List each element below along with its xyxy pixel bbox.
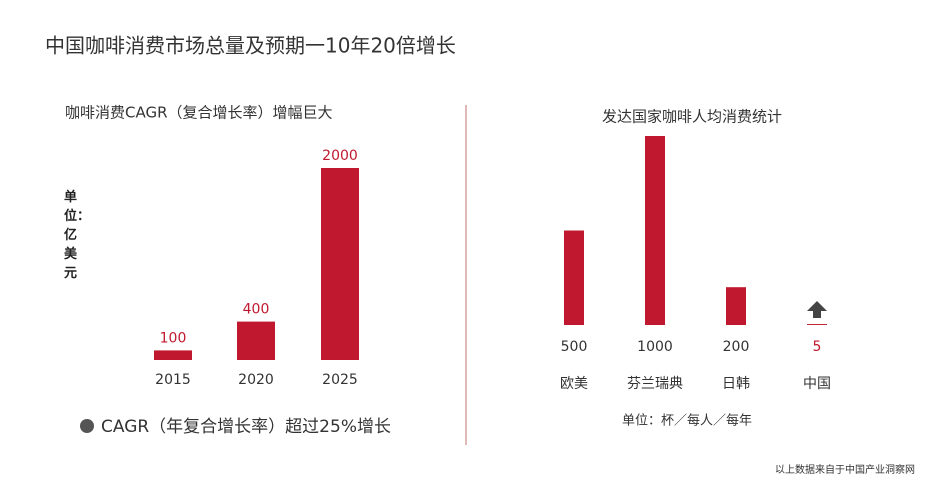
bar — [645, 136, 665, 325]
bar — [726, 287, 746, 325]
bar — [237, 321, 275, 360]
source: 以上数据来自于中国产业洞察网 — [775, 463, 915, 476]
category-label: 日韩 — [722, 376, 750, 392]
value-label: 5 — [813, 339, 822, 355]
category-label: 芬兰瑞典 — [627, 376, 683, 392]
unit-label: 单位：杯／每人／每年 — [622, 413, 752, 429]
page-title: 中国咖啡消费市场总量及预期一10年20倍增长 — [45, 34, 456, 58]
value-label: 500 — [561, 339, 588, 355]
chart-title: 发达国家咖啡人均消费统计 — [602, 108, 782, 126]
category-label: 中国 — [803, 376, 831, 392]
value-label: 100 — [160, 330, 187, 346]
category-label: 2020 — [238, 372, 274, 388]
arrow-icon — [807, 301, 827, 318]
value-label: 200 — [723, 339, 750, 355]
bullet — [80, 419, 94, 433]
unit-label: 单位：亿美元 — [64, 190, 91, 281]
value-label: 1000 — [637, 339, 673, 355]
bar — [807, 324, 827, 325]
category-label: 2025 — [322, 372, 358, 388]
chart-title: 咖啡消费CAGR（复合增长率）增幅巨大 — [65, 104, 333, 122]
bar — [564, 230, 584, 325]
value-label: 400 — [243, 302, 270, 318]
bar — [321, 168, 359, 360]
bar — [154, 350, 192, 360]
category-label: 2015 — [155, 372, 191, 388]
annotation: CAGR（年复合增长率）超过25%增长 — [101, 417, 391, 437]
category-label: 欧美 — [560, 376, 588, 392]
value-label: 2000 — [322, 148, 358, 164]
